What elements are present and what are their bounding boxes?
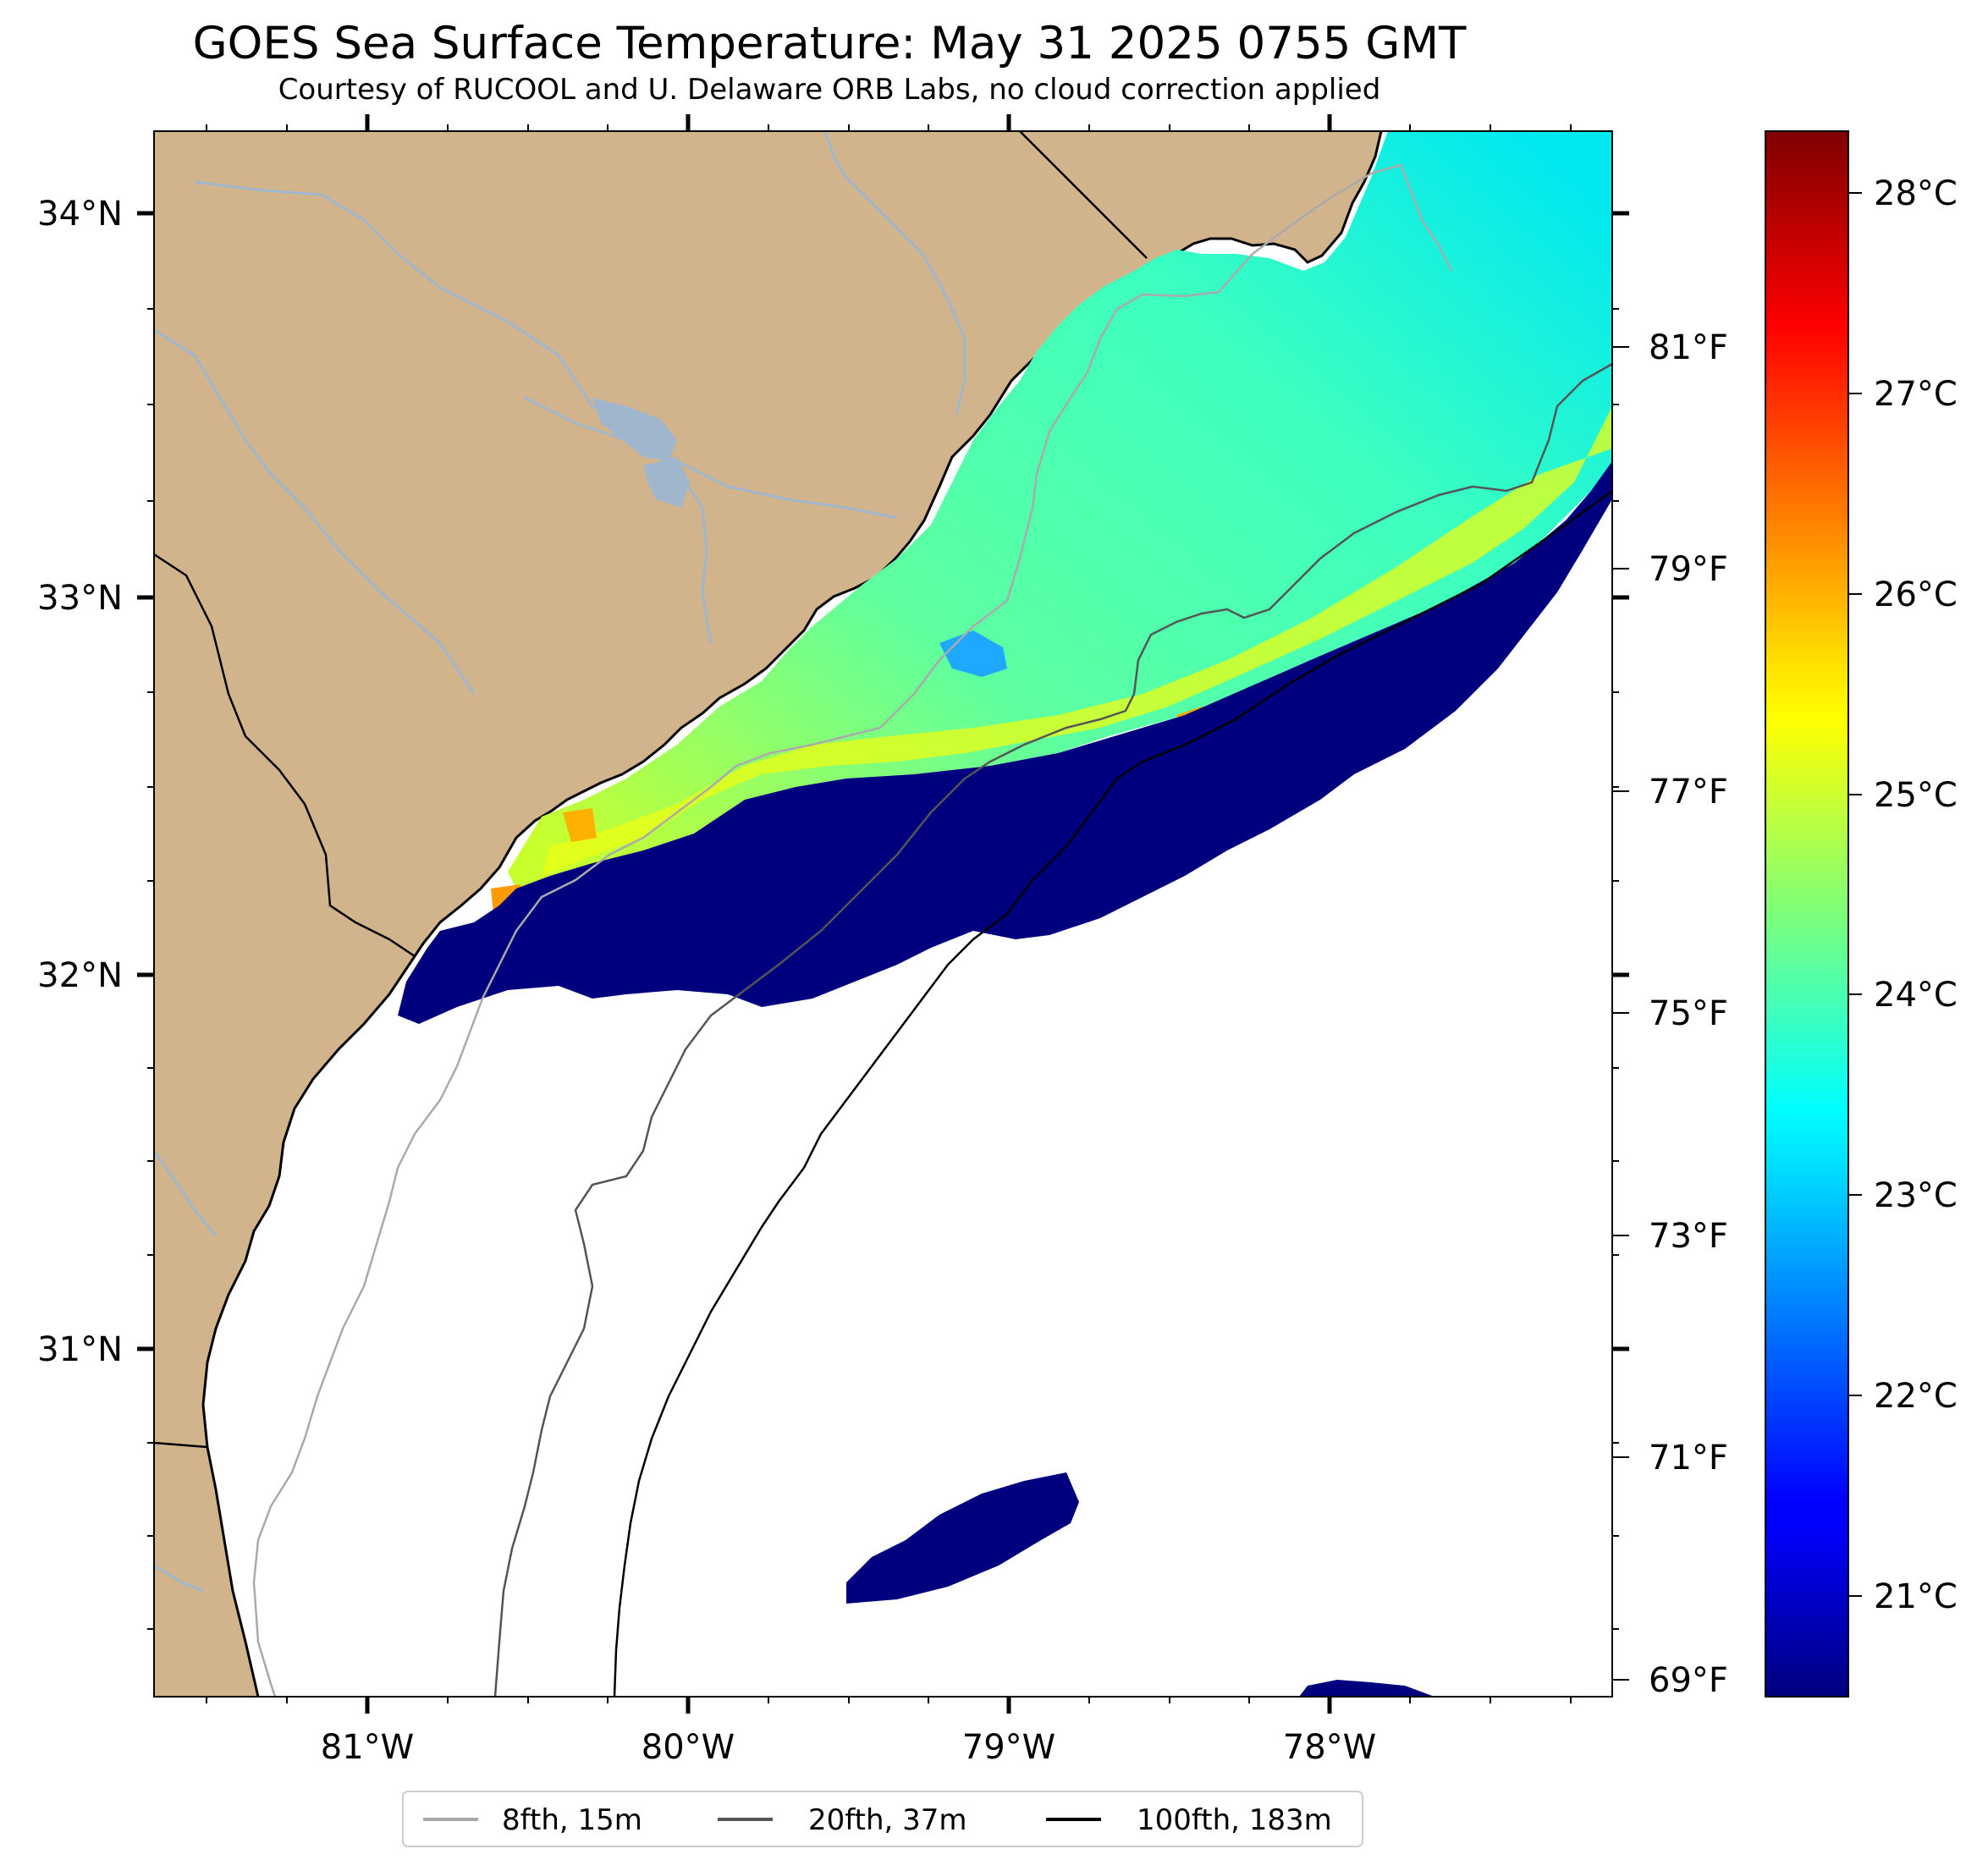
f-label-79: 79°F	[1649, 550, 1728, 589]
river-georgia	[154, 1150, 218, 1236]
land	[154, 131, 1381, 1697]
map-subtitle: Courtesy of RUCOOL and U. Delaware ORB L…	[278, 73, 1381, 107]
sst-warm-patch-2	[563, 808, 597, 842]
c-label-28: 28°C	[1874, 174, 1958, 213]
colorbar: 28°C 27°C 26°C 25°C 24°C 23°C 22°C 21°C	[1765, 130, 1958, 1698]
lon-ticks	[206, 114, 1572, 1714]
border-sc-ga	[154, 553, 416, 958]
lat-label-31: 31°N	[37, 1330, 123, 1369]
c-label-24: 24°C	[1874, 976, 1958, 1015]
f-label-77: 77°F	[1649, 773, 1728, 812]
river-peedee	[823, 131, 966, 415]
lake-marion	[592, 398, 677, 461]
lat-label-34: 34°N	[37, 195, 123, 234]
legend-label-100fth: 100fth, 183m	[1137, 1803, 1332, 1837]
map-frame	[153, 130, 1613, 1698]
legend-box	[402, 1791, 1363, 1847]
f-label-69: 69°F	[1649, 1661, 1728, 1700]
isobath-8fth	[252, 163, 1453, 1697]
rivers	[154, 131, 966, 1593]
isobath-100fth	[613, 489, 1612, 1697]
lake-moultrie	[643, 457, 690, 508]
sst-front-yellow	[542, 406, 1612, 876]
lon-label-78: 78°W	[1283, 1728, 1376, 1767]
legend-label-20fth: 20fth, 37m	[808, 1803, 967, 1837]
isobath-20fth	[493, 362, 1612, 1697]
lat-ticks-left	[137, 211, 154, 1630]
lon-label-80: 80°W	[642, 1728, 735, 1767]
isobaths	[252, 163, 1612, 1697]
sst-cold-blob-2	[1299, 1680, 1435, 1697]
c-label-25: 25°C	[1874, 776, 1958, 815]
legend-label-8fth: 8fth, 15m	[502, 1803, 642, 1837]
c-label-23: 23°C	[1874, 1176, 1958, 1215]
lat-labels: 34°N 33°N 32°N 31°N	[37, 195, 123, 1369]
lat-ticks-right	[1612, 211, 1629, 1630]
sst-cold-blob-1	[846, 1472, 1079, 1604]
f-label-81: 81°F	[1649, 328, 1728, 367]
c-label-26: 26°C	[1874, 575, 1958, 614]
f-label-73: 73°F	[1649, 1217, 1728, 1256]
f-label-71: 71°F	[1649, 1439, 1728, 1478]
map-title: GOES Sea Surface Temperature: May 31 202…	[192, 18, 1467, 69]
lon-label-79: 79°W	[962, 1728, 1055, 1767]
lon-label-81: 81°W	[321, 1728, 414, 1767]
colorbar-labels: 28°C 27°C 26°C 25°C 24°C 23°C 22°C 21°C	[1874, 174, 1958, 1616]
lat-label-32: 32°N	[37, 956, 123, 995]
sst-cold-shelf-edge	[398, 461, 1612, 1024]
river-georgia-south	[154, 1564, 204, 1593]
border-ga-fl	[154, 1441, 208, 1449]
isobath-legend: 8fth, 15m 20fth, 37m 100fth, 183m	[402, 1791, 1363, 1847]
colorbar-gradient	[1765, 130, 1849, 1698]
c-label-21: 21°C	[1874, 1577, 1958, 1616]
fahrenheit-ticks	[1612, 346, 1629, 1681]
sst-field	[398, 131, 1612, 1697]
lon-labels: 81°W 80°W 79°W 78°W	[321, 1728, 1376, 1767]
river-santee	[194, 180, 713, 644]
sst-shelf-warm	[508, 131, 1612, 889]
map-panel: 34°N 33°N 32°N 31°N 81°W 80°W 79°W 78°W …	[37, 114, 1728, 1767]
state-borders	[154, 131, 1148, 1449]
fahrenheit-labels: 81°F 79°F 77°F 75°F 73°F 71°F 69°F	[1649, 328, 1728, 1700]
c-label-22: 22°C	[1874, 1377, 1958, 1416]
border-nc-sc	[1019, 131, 1148, 259]
f-label-75: 75°F	[1649, 994, 1728, 1033]
river-edisto	[154, 328, 476, 695]
colorbar-ticks	[1848, 192, 1862, 1597]
c-label-27: 27°C	[1874, 375, 1958, 414]
coastline	[201, 131, 1383, 1697]
lat-label-33: 33°N	[37, 579, 123, 618]
river-cooper	[524, 396, 898, 520]
